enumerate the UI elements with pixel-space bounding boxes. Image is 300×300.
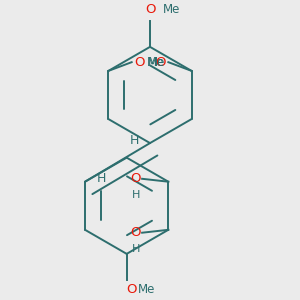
Text: H: H: [132, 179, 141, 200]
Text: O: O: [130, 172, 141, 185]
Text: O: O: [155, 56, 165, 69]
Text: O: O: [135, 56, 145, 69]
Text: H: H: [96, 172, 106, 185]
Text: Me: Me: [163, 3, 181, 16]
Text: O: O: [127, 283, 137, 296]
Text: H: H: [132, 233, 141, 254]
Text: Me: Me: [148, 56, 165, 69]
Text: O: O: [130, 226, 141, 239]
Text: O: O: [145, 3, 155, 16]
Text: Me: Me: [138, 283, 156, 296]
Text: H: H: [129, 134, 139, 147]
Text: Me: Me: [147, 56, 164, 69]
